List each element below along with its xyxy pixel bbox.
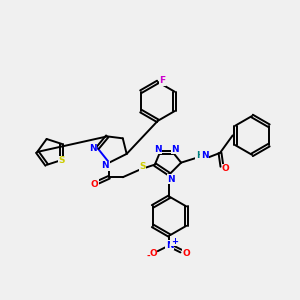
Text: O: O bbox=[91, 179, 98, 188]
Text: N: N bbox=[201, 151, 208, 160]
Text: O: O bbox=[182, 249, 190, 258]
Text: H: H bbox=[196, 151, 203, 160]
Text: F: F bbox=[160, 76, 166, 85]
Text: N: N bbox=[172, 145, 179, 154]
Text: N: N bbox=[154, 145, 162, 154]
Text: N: N bbox=[101, 161, 109, 170]
Text: N: N bbox=[168, 175, 175, 184]
Text: O: O bbox=[149, 249, 157, 258]
Text: N: N bbox=[89, 144, 97, 153]
Text: +: + bbox=[171, 237, 178, 246]
Text: O: O bbox=[222, 164, 230, 173]
Text: -: - bbox=[146, 251, 150, 260]
Text: S: S bbox=[139, 162, 146, 171]
Text: S: S bbox=[58, 156, 65, 165]
Text: N: N bbox=[166, 241, 173, 250]
